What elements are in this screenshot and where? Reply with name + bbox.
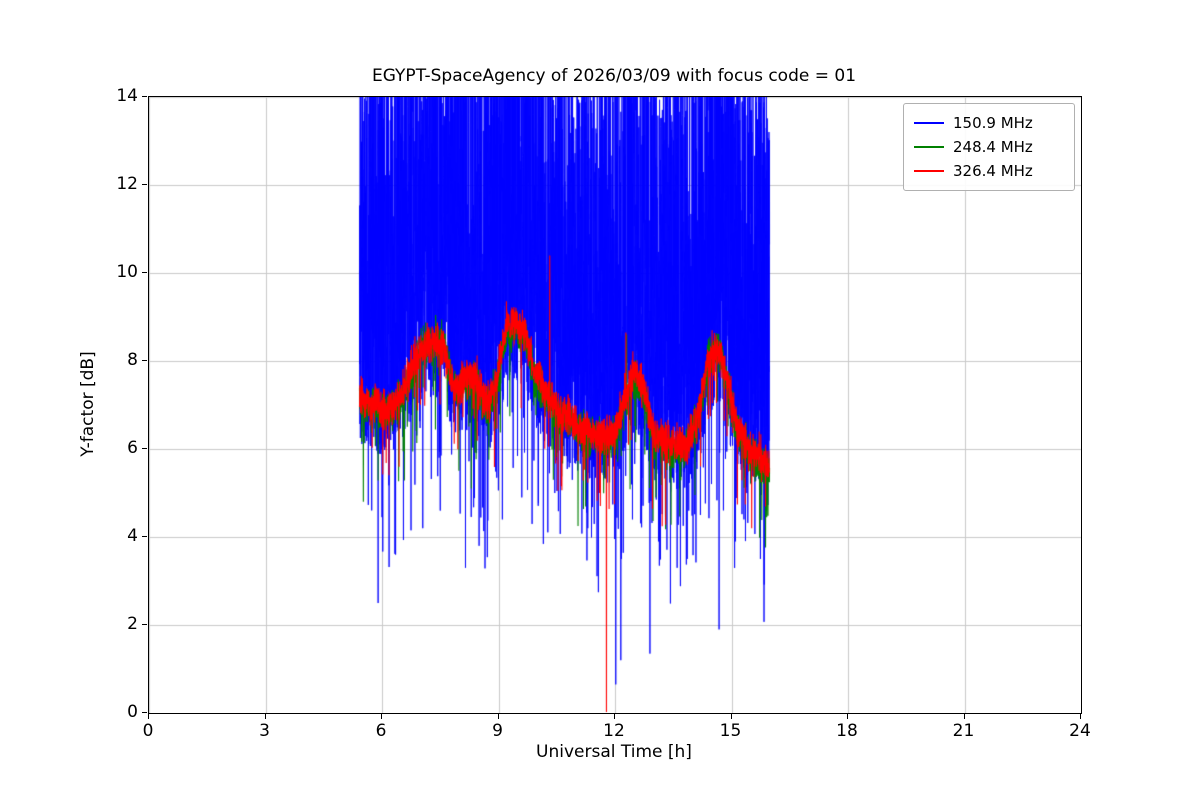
legend-entry: 150.9 MHz	[914, 111, 1064, 135]
y-tick-mark	[142, 536, 147, 537]
legend-entry: 326.4 MHz	[914, 159, 1064, 183]
y-tick-mark	[142, 624, 147, 625]
x-axis-label: Universal Time [h]	[536, 742, 692, 762]
y-tick-mark	[142, 272, 147, 273]
y-axis-label: Y-factor [dB]	[78, 351, 98, 457]
y-tick-mark	[142, 184, 147, 185]
y-tick-mark	[142, 448, 147, 449]
y-tick-label: 0	[127, 702, 138, 722]
x-tick-label: 6	[375, 721, 387, 741]
y-tick-label: 6	[127, 438, 138, 458]
x-tick-label: 24	[1069, 721, 1091, 741]
plot-canvas	[149, 97, 1081, 713]
x-tick-label: 21	[952, 721, 975, 741]
y-tick-label: 8	[127, 350, 138, 370]
y-tick-mark	[142, 712, 147, 713]
legend-line-swatch	[914, 146, 944, 148]
x-tick-label: 15	[719, 721, 742, 741]
x-tick-mark	[381, 714, 382, 719]
y-tick-label: 14	[116, 86, 138, 106]
legend-entry: 248.4 MHz	[914, 135, 1064, 159]
plot-area	[148, 96, 1082, 714]
legend-label: 248.4 MHz	[953, 138, 1033, 156]
legend-label: 150.9 MHz	[953, 114, 1033, 132]
x-tick-mark	[730, 714, 732, 719]
y-tick-label: 10	[116, 262, 138, 282]
x-tick-mark	[264, 714, 266, 719]
x-tick-mark	[847, 714, 848, 719]
legend-label: 326.4 MHz	[953, 162, 1033, 180]
x-tick-label: 0	[142, 721, 154, 741]
y-tick-mark	[142, 360, 147, 361]
y-tick-label: 12	[116, 174, 138, 194]
legend: 150.9 MHz 248.4 MHz 326.4 MHz	[903, 103, 1075, 191]
legend-line-swatch	[914, 170, 944, 172]
legend-line-swatch	[914, 122, 944, 124]
x-tick-mark	[148, 714, 149, 719]
y-tick-label: 2	[127, 614, 138, 634]
y-tick-mark	[142, 96, 147, 97]
x-tick-label: 18	[836, 721, 858, 741]
x-tick-label: 12	[603, 721, 625, 741]
x-tick-mark	[963, 714, 965, 719]
x-tick-mark	[497, 714, 499, 719]
y-tick-label: 4	[127, 526, 138, 546]
x-tick-mark	[614, 714, 615, 719]
chart-title: EGYPT-SpaceAgency of 2026/03/09 with foc…	[371, 66, 857, 86]
x-tick-label: 9	[492, 721, 503, 741]
x-tick-label: 3	[259, 721, 270, 741]
x-tick-mark	[1080, 714, 1081, 719]
